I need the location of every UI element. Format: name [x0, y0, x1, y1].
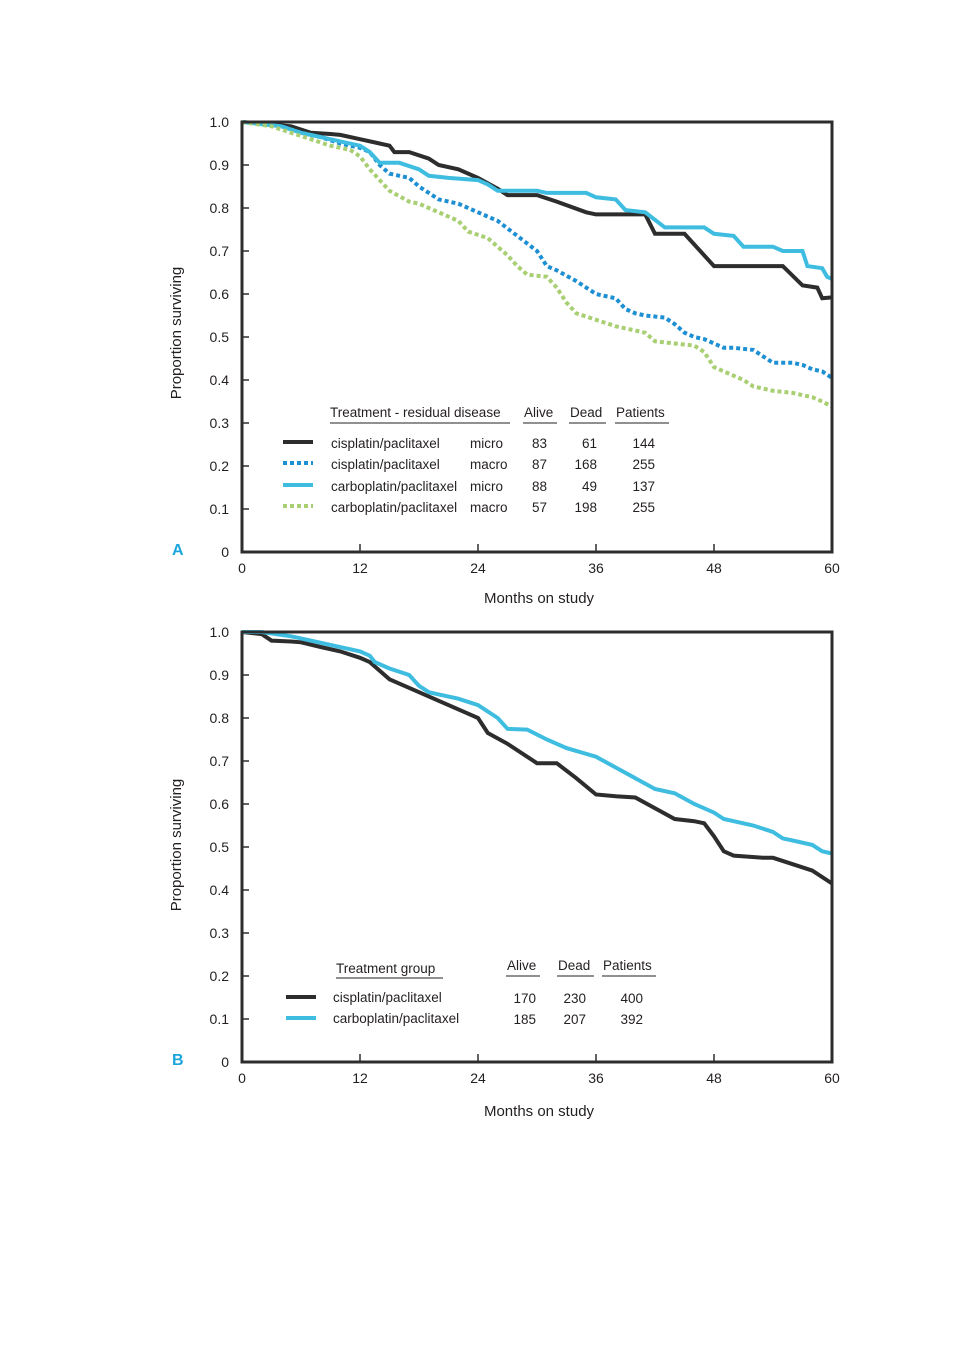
panel-a-plot-frame [240, 120, 834, 554]
y-tick-label: 0.1 [210, 1011, 230, 1027]
legend-b-header-treatment: Treatment group [336, 961, 435, 976]
legend-a-dead-carbo-macro: 198 [574, 500, 597, 515]
legend-a-name-cis-macro: cisplatin/paclitaxel [331, 457, 440, 472]
legend-a-header-patients: Patients [616, 405, 665, 420]
y-tick-label: 0.7 [210, 243, 230, 259]
legend-b-patients-cisplatin: 400 [620, 991, 643, 1006]
panel-b-survival-curves [241, 630, 834, 886]
x-tick-label: 24 [470, 560, 486, 576]
legend-a-patients-cis-micro: 144 [632, 436, 655, 451]
legend-a-patients-carbo-micro: 137 [632, 479, 655, 494]
legend-b-name-cisplatin: cisplatin/paclitaxel [333, 990, 442, 1005]
y-tick-label: 0.6 [210, 286, 230, 302]
panel-b-series-line-0 [241, 630, 834, 886]
y-tick-label: 0.5 [210, 839, 230, 855]
x-tick-label: 48 [706, 1070, 722, 1086]
legend-a-name-cis-micro: cisplatin/paclitaxel [331, 436, 440, 451]
x-tick-label: 36 [588, 1070, 604, 1086]
legend-b-alive-carboplatin: 185 [513, 1012, 536, 1027]
panel-a: A 0 0.1 0.2 0.3 0.4 0.5 0.6 0.7 0.8 0.9 1.0 0 12 24 3… [168, 114, 840, 607]
y-tick-label: 0.4 [210, 882, 230, 898]
panel-a-x-axis-title: Months on study [484, 590, 595, 607]
x-tick-label: 12 [352, 560, 368, 576]
y-tick-label: 0.1 [210, 501, 230, 517]
panel-b-legend: Treatment group Alive Dead Patients cisp… [286, 958, 656, 1027]
legend-b-header-patients: Patients [603, 958, 652, 973]
panel-b: B 0 0.1 0.2 0.3 0.4 0.5 0.6 0.7 0.8 0.9 1.0 0 12 24 3… [168, 624, 840, 1120]
y-tick-label: 0.6 [210, 796, 230, 812]
panel-b-label: B [172, 1052, 184, 1069]
y-tick-label: 1.0 [210, 114, 230, 130]
x-tick-label: 24 [470, 1070, 486, 1086]
x-tick-label: 60 [824, 1070, 840, 1086]
y-tick-label: 0.3 [210, 925, 230, 941]
panel-b-plot-frame [240, 630, 834, 1064]
legend-a-dead-carbo-micro: 49 [582, 479, 597, 494]
legend-a-alive-cis-micro: 83 [532, 436, 547, 451]
panel-b-y-axis: 0 0.1 0.2 0.3 0.4 0.5 0.6 0.7 0.8 0.9 1.0 [210, 624, 249, 1070]
legend-a-patients-carbo-macro: 255 [632, 500, 655, 515]
panel-a-label: A [172, 542, 184, 559]
y-tick-label: 0.7 [210, 753, 230, 769]
legend-a-header-alive: Alive [524, 405, 553, 420]
panel-a-series-line-1 [241, 120, 834, 380]
x-tick-label: 48 [706, 560, 722, 576]
panel-b-y-axis-title: Proportion surviving [168, 779, 185, 912]
legend-a-name-carbo-micro: carboplatin/paclitaxel [331, 479, 457, 494]
x-tick-label: 0 [238, 560, 246, 576]
y-tick-label: 0.5 [210, 329, 230, 345]
y-tick-label: 0.8 [210, 200, 230, 216]
x-tick-label: 0 [238, 1070, 246, 1086]
y-tick-label: 1.0 [210, 624, 230, 640]
panel-b-series-line-1 [242, 630, 833, 856]
panel-a-x-axis: 0 12 24 36 48 60 [238, 544, 840, 576]
legend-a-dead-cis-macro: 168 [574, 457, 597, 472]
y-tick-label: 0.3 [210, 415, 230, 431]
panel-a-legend: Treatment - residual disease Alive Dead … [283, 405, 669, 515]
panel-a-survival-curves [241, 120, 834, 409]
legend-a-residual-carbo-macro: macro [470, 500, 508, 515]
panel-b-x-axis: 0 12 24 36 48 60 [238, 1054, 840, 1086]
y-tick-label: 0.8 [210, 710, 230, 726]
x-tick-label: 36 [588, 560, 604, 576]
panel-a-series-line-0 [241, 120, 833, 301]
legend-b-dead-cisplatin: 230 [563, 991, 586, 1006]
legend-a-residual-carbo-micro: micro [470, 479, 503, 494]
y-tick-label: 0 [221, 544, 229, 560]
legend-a-alive-cis-macro: 87 [532, 457, 547, 472]
panel-a-y-axis-title: Proportion surviving [168, 267, 185, 400]
legend-a-residual-cis-micro: micro [470, 436, 503, 451]
legend-a-alive-carbo-micro: 88 [532, 479, 547, 494]
x-tick-label: 12 [352, 1070, 368, 1086]
panel-a-series-line-2 [241, 120, 833, 281]
legend-b-name-carboplatin: carboplatin/paclitaxel [333, 1011, 459, 1026]
y-tick-label: 0.4 [210, 372, 230, 388]
panel-a-series-line-3 [241, 120, 833, 409]
y-tick-label: 0.9 [210, 667, 230, 683]
y-tick-label: 0 [221, 1054, 229, 1070]
y-tick-label: 0.9 [210, 157, 230, 173]
legend-a-header-treatment: Treatment - residual disease [330, 405, 501, 420]
legend-a-dead-cis-micro: 61 [582, 436, 597, 451]
x-tick-label: 60 [824, 560, 840, 576]
legend-b-alive-cisplatin: 170 [513, 991, 536, 1006]
legend-b-patients-carboplatin: 392 [620, 1012, 643, 1027]
y-tick-label: 0.2 [210, 968, 230, 984]
legend-b-header-dead: Dead [558, 958, 590, 973]
legend-a-residual-cis-macro: macro [470, 457, 508, 472]
legend-a-alive-carbo-macro: 57 [532, 500, 547, 515]
legend-a-name-carbo-macro: carboplatin/paclitaxel [331, 500, 457, 515]
legend-b-dead-carboplatin: 207 [563, 1012, 586, 1027]
panel-b-x-axis-title: Months on study [484, 1103, 595, 1120]
legend-a-patients-cis-macro: 255 [632, 457, 655, 472]
legend-b-header-alive: Alive [507, 958, 536, 973]
legend-a-header-dead: Dead [570, 405, 602, 420]
y-tick-label: 0.2 [210, 458, 230, 474]
